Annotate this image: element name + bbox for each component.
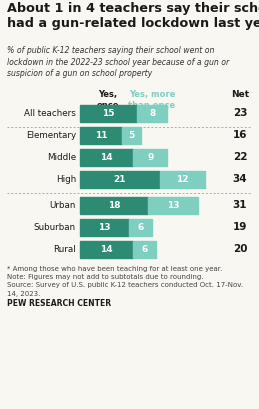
Text: 6: 6 bbox=[141, 245, 148, 254]
Text: 21: 21 bbox=[114, 175, 126, 184]
Text: Elementary: Elementary bbox=[26, 130, 76, 139]
Text: 34: 34 bbox=[233, 174, 247, 184]
Text: 12: 12 bbox=[176, 175, 189, 184]
Text: 16: 16 bbox=[233, 130, 247, 140]
Text: 15: 15 bbox=[102, 108, 115, 117]
Bar bbox=[80, 171, 160, 187]
Text: * Among those who have been teaching for at least one year.
Note: Figures may no: * Among those who have been teaching for… bbox=[7, 266, 243, 297]
Text: Suburban: Suburban bbox=[34, 222, 76, 231]
Text: High: High bbox=[56, 175, 76, 184]
Text: 20: 20 bbox=[233, 244, 247, 254]
Bar bbox=[122, 126, 141, 144]
Text: 8: 8 bbox=[149, 108, 155, 117]
Text: 22: 22 bbox=[233, 152, 247, 162]
Bar bbox=[160, 171, 205, 187]
Text: About 1 in 4 teachers say their school
had a gun-related lockdown last year: About 1 in 4 teachers say their school h… bbox=[7, 2, 259, 31]
Text: 14: 14 bbox=[100, 153, 113, 162]
Text: 6: 6 bbox=[138, 222, 144, 231]
Bar bbox=[137, 105, 167, 121]
Bar bbox=[80, 196, 148, 213]
Text: PEW RESEARCH CENTER: PEW RESEARCH CENTER bbox=[7, 299, 111, 308]
Bar bbox=[80, 148, 133, 166]
Text: 11: 11 bbox=[95, 130, 107, 139]
Text: 18: 18 bbox=[108, 200, 120, 209]
Text: 13: 13 bbox=[167, 200, 179, 209]
Text: Yes, more
than once: Yes, more than once bbox=[128, 90, 176, 110]
Bar bbox=[80, 218, 130, 236]
Text: Yes,
once: Yes, once bbox=[97, 90, 119, 110]
Text: 13: 13 bbox=[98, 222, 111, 231]
Text: 5: 5 bbox=[128, 130, 134, 139]
Bar bbox=[80, 240, 133, 258]
Text: % of public K-12 teachers saying their school went on
lockdown in the 2022-23 sc: % of public K-12 teachers saying their s… bbox=[7, 46, 229, 78]
Text: Rural: Rural bbox=[53, 245, 76, 254]
Text: 31: 31 bbox=[233, 200, 247, 210]
Bar bbox=[80, 126, 122, 144]
Text: All teachers: All teachers bbox=[24, 108, 76, 117]
Bar bbox=[133, 240, 156, 258]
Bar bbox=[130, 218, 152, 236]
Text: 23: 23 bbox=[233, 108, 247, 118]
Text: Middle: Middle bbox=[47, 153, 76, 162]
Text: Net: Net bbox=[231, 90, 249, 99]
Text: 9: 9 bbox=[147, 153, 154, 162]
Text: Urban: Urban bbox=[50, 200, 76, 209]
Text: 14: 14 bbox=[100, 245, 113, 254]
Bar bbox=[80, 105, 137, 121]
Bar bbox=[148, 196, 198, 213]
Text: 19: 19 bbox=[233, 222, 247, 232]
Bar bbox=[133, 148, 167, 166]
